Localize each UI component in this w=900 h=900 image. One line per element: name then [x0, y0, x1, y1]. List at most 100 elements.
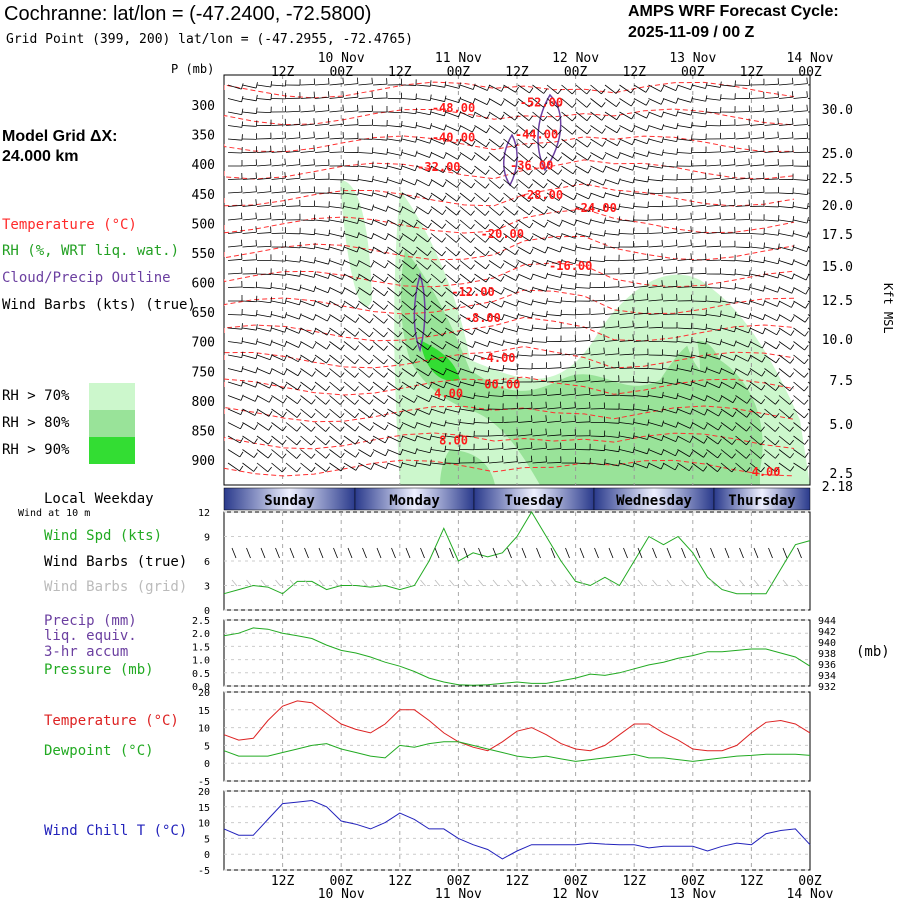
top-date-label: 12 Nov: [552, 51, 599, 66]
wind-barb: [401, 107, 418, 115]
temperature-contour-label: -8.00: [465, 311, 501, 325]
wind-barb: [416, 151, 433, 158]
wind-barb: [300, 131, 315, 140]
wind-barb: [416, 123, 432, 130]
wind-barb: [633, 280, 649, 288]
wind-barb: [271, 283, 287, 290]
wind-barb: [561, 257, 577, 265]
wind-barb: [372, 191, 389, 198]
height-tick-label: 10.0: [822, 333, 853, 348]
wind-barb: [372, 354, 388, 365]
wind-barb: [387, 92, 402, 100]
wind-barb: [590, 334, 605, 342]
wind-barb: [503, 192, 519, 203]
wind-barb: [430, 432, 447, 440]
wind-barb: [691, 295, 707, 302]
wind-barb: [329, 408, 345, 419]
wind-barb: [532, 375, 547, 383]
wind-barb: [662, 462, 679, 471]
wind-barb: [256, 145, 272, 153]
wind-barb: [358, 175, 374, 183]
wind-barb: [749, 422, 765, 432]
wind-barb: [387, 314, 403, 324]
wind-barb: [329, 381, 345, 392]
wind-barb: [329, 159, 344, 167]
wind-barb: [227, 380, 244, 387]
wind-barb: [285, 241, 301, 249]
wind-barb: [691, 352, 708, 359]
wind-barb: [677, 365, 693, 372]
wind-barb: [633, 214, 649, 221]
wind-barb: [517, 111, 534, 121]
wind-barb: [459, 443, 475, 451]
wind-barb: [648, 174, 664, 182]
wind-barb: [575, 152, 592, 161]
wind-barb: [546, 192, 563, 201]
temperature-contour-label: -12.00: [451, 285, 494, 299]
panel-y2-tick: 944: [818, 616, 836, 627]
wind-barb: [807, 341, 810, 344]
wind-barb: [503, 125, 519, 135]
wind-barb: [561, 245, 578, 252]
wind-barb: [706, 132, 721, 140]
wind-barb: [706, 185, 721, 194]
wind-barb: [662, 148, 679, 155]
wind-barb: [459, 246, 475, 257]
wind-barb: [662, 213, 678, 221]
wind-barb: [517, 337, 534, 344]
wind-barb: [633, 253, 649, 261]
wind-barb: [648, 124, 665, 131]
wind-barb: [546, 428, 562, 437]
wind-barb: [387, 219, 404, 227]
pressure-tick-label: 650: [192, 306, 215, 321]
wind-barb: [474, 327, 491, 335]
wind-barb: [764, 159, 779, 167]
wind-barb: [735, 131, 750, 140]
wind-barb: [735, 381, 751, 390]
wind-barb: [372, 341, 388, 351]
wind-barb: [459, 341, 476, 348]
wind-barb: [387, 78, 402, 86]
wind-barb: [285, 270, 302, 277]
wind-barb: [619, 446, 635, 454]
wind-barb: [749, 354, 766, 363]
temperature-contour-label: -32.00: [417, 160, 460, 174]
panel-y-tick: 0: [204, 759, 210, 770]
wind-barb: [227, 199, 243, 207]
wind-barb: [546, 401, 562, 410]
wind-barb: [720, 240, 736, 248]
wind-barb: [619, 164, 636, 171]
wind-barb: [517, 219, 534, 229]
wind-barb: [720, 381, 737, 390]
wind-barb: [285, 313, 302, 320]
wind-barb: [633, 98, 650, 106]
wind-barb: [474, 84, 491, 91]
wind-barb: [735, 298, 751, 305]
wind-barb: [793, 462, 809, 471]
wind-barb: [706, 449, 722, 459]
wind-barb: [271, 241, 286, 248]
surface-wind-barb: [463, 547, 470, 587]
surface-wind-barb: [434, 547, 441, 587]
wind-barb: [430, 341, 447, 350]
wind-barb: [619, 432, 635, 439]
series-line: [223, 511, 811, 595]
wind-barb: [575, 256, 592, 264]
wind-barb: [691, 82, 708, 89]
wind-barb: [285, 105, 301, 113]
wind-barb: [633, 433, 650, 440]
wind-barb: [285, 158, 301, 167]
wind-barb: [749, 256, 766, 264]
wind-barb: [778, 314, 795, 322]
wind-barb: [271, 435, 287, 445]
height-tick-label: 2.5: [830, 467, 853, 482]
wind-barb: [474, 391, 490, 398]
wind-barb: [561, 165, 577, 175]
wind-barb: [271, 408, 287, 418]
wind-barb: [227, 212, 243, 221]
wind-barb: [242, 172, 257, 180]
pressure-tick-label: 450: [192, 188, 215, 203]
wind-barb: [764, 354, 780, 364]
grid-point-label: Grid Point (399, 200) lat/lon = (-47.295…: [6, 32, 413, 47]
wind-barb: [691, 120, 707, 128]
